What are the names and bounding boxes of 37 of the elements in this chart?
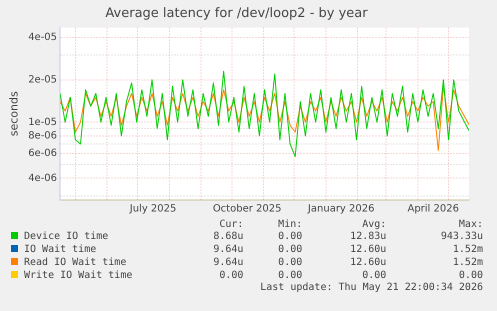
- text: 9.64u: [212, 256, 244, 269]
- text: 0.00: [277, 243, 302, 256]
- y-tick-label: 4e-06: [28, 172, 58, 184]
- y-tick-label: 4e-05: [28, 32, 58, 44]
- text: Min:: [277, 218, 302, 230]
- text: Last update: Thu May 21 22:00:34 2026: [259, 282, 483, 293]
- text: 1.52m: [452, 243, 483, 256]
- legend-label: IO Wait time: [23, 243, 98, 256]
- y-tick-label: 1e-05: [28, 116, 58, 128]
- y-axis-title: seconds: [7, 91, 20, 136]
- y-tick-label: 8e-06: [28, 130, 58, 142]
- text: 0.00: [218, 269, 244, 282]
- legend-label: Read IO Wait time: [23, 256, 128, 269]
- text: 9.64u: [212, 243, 244, 256]
- text: Max:: [458, 218, 483, 230]
- x-tick-label: October 2025: [212, 204, 282, 215]
- text: 0.00: [277, 269, 302, 282]
- chart-title: Average latency for /dev/loop2 - by year: [105, 6, 368, 22]
- text: 1.52m: [452, 256, 483, 269]
- text: 12.83u: [349, 230, 386, 243]
- x-tick-label: July 2025: [128, 204, 176, 215]
- y-tick-label: 2e-05: [28, 74, 58, 86]
- x-tick-label: April 2026: [407, 204, 459, 215]
- legend-label: Write IO Wait time: [23, 269, 134, 282]
- x-tick-label: January 2026: [306, 204, 374, 215]
- text: 0.00: [277, 256, 302, 269]
- text: 8.68u: [212, 230, 244, 243]
- text: 0.00: [361, 269, 386, 282]
- text: 943.33u: [440, 230, 483, 243]
- y-tick-label: 6e-06: [28, 148, 58, 160]
- text: Cur:: [218, 218, 244, 230]
- text: 0.00: [458, 269, 483, 282]
- text: 12.60u: [349, 243, 386, 256]
- legend-label: Device IO time: [23, 230, 110, 243]
- text: 12.60u: [349, 256, 386, 269]
- text: 0.00: [277, 230, 302, 243]
- text: Avg:: [361, 218, 386, 230]
